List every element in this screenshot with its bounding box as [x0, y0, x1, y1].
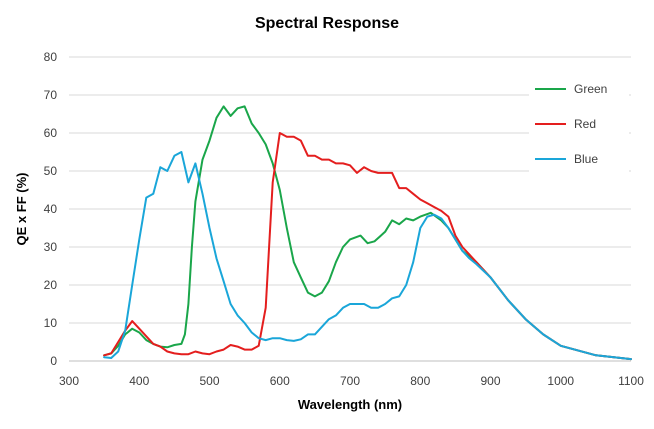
y-tick-label: 80 [44, 50, 58, 64]
y-tick-label: 60 [44, 126, 58, 140]
y-tick-label: 40 [44, 202, 58, 216]
legend-label-green: Green [574, 82, 607, 96]
series-line-blue [103, 151, 632, 361]
y-axis-title: QE x FF (%) [14, 173, 29, 246]
x-tick-label: 600 [270, 374, 290, 388]
x-tick-label: 900 [480, 374, 500, 388]
y-tick-label: 50 [44, 164, 58, 178]
legend-label-red: Red [574, 117, 596, 131]
legend-label-blue: Blue [574, 152, 598, 166]
series-line-red [103, 132, 632, 361]
x-axis-title: Wavelength (nm) [298, 397, 402, 412]
chart-title: Spectral Response [255, 15, 399, 32]
x-tick-label: 400 [129, 374, 149, 388]
y-tick-label: 70 [44, 88, 58, 102]
x-tick-label: 1100 [618, 374, 644, 388]
x-tick-label: 300 [59, 374, 79, 388]
y-tick-label: 20 [44, 278, 58, 292]
x-tick-label: 1000 [547, 374, 574, 388]
y-tick-label: 0 [50, 354, 57, 368]
y-tick-label: 30 [44, 240, 58, 254]
x-tick-label: 700 [340, 374, 360, 388]
y-tick-label: 10 [44, 316, 58, 330]
x-tick-label: 800 [410, 374, 430, 388]
x-tick-label: 500 [199, 374, 219, 388]
